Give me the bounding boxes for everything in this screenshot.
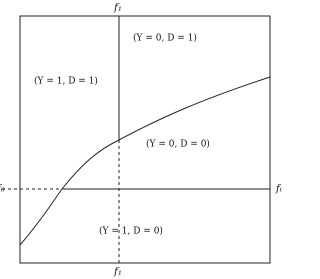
f1-bottom-label: f₁ [113,267,122,278]
boundary-curve [19,76,271,246]
f1-top-label: f₁ [113,3,122,14]
diagram: f₁ f₁ f₀ f₀ (Y = 0, D = 1) (Y = 1, D = 1… [0,3,282,278]
region-label: (Y = 0, D = 1) [133,33,197,44]
region-label: (Y = 0, D = 0) [146,139,210,150]
region-label: (Y = 1, D = 1) [34,76,98,87]
f0-left-label: f₀ [0,184,5,195]
region-label: (Y = 1, D = 0) [99,226,163,237]
f0-right-label: f₀ [275,184,282,195]
frame [19,15,271,264]
